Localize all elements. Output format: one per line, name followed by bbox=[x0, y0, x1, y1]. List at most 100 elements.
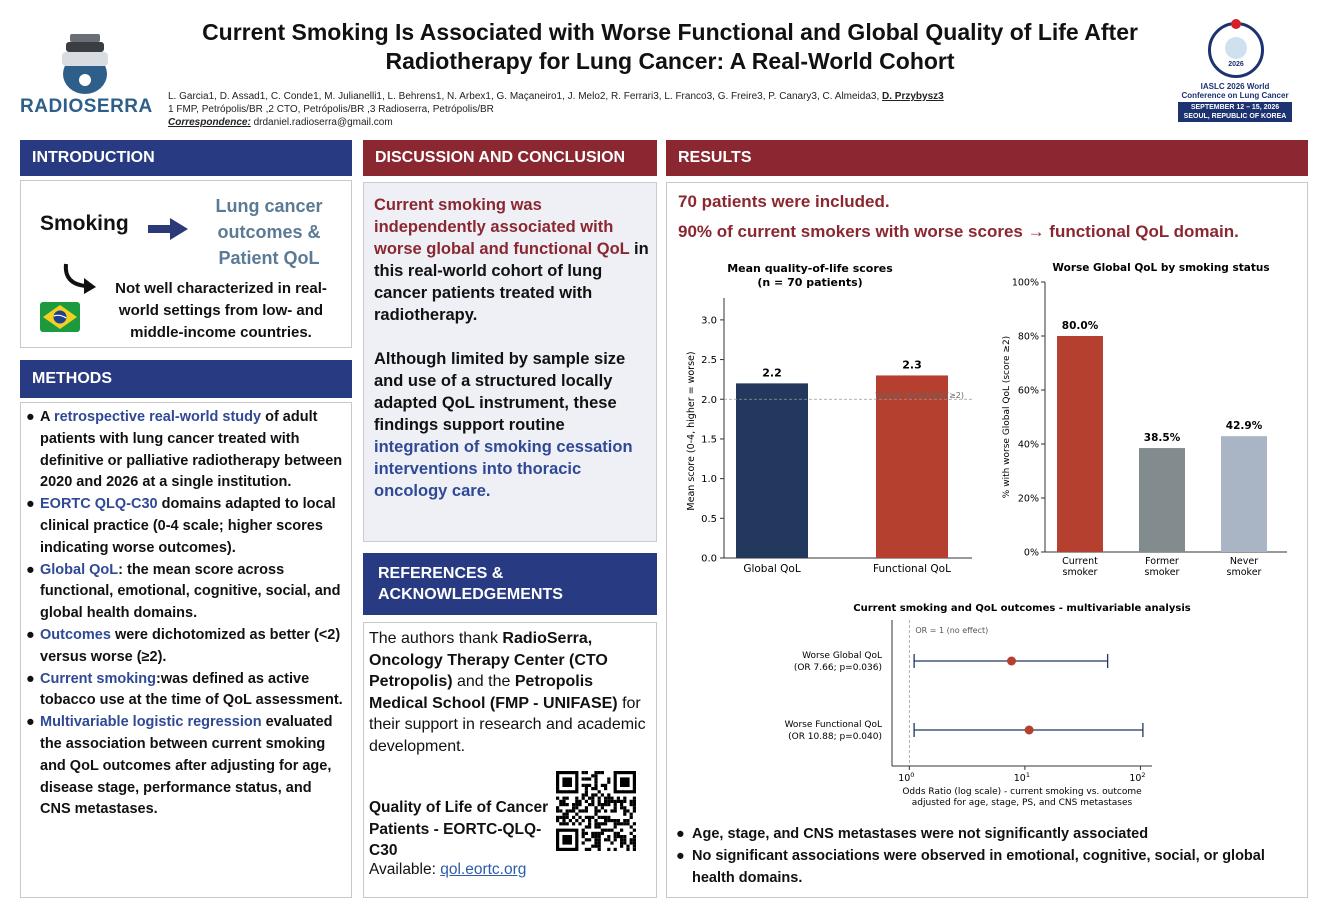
result-bullet-text: Age, stage, and CNS metastases were not … bbox=[692, 826, 1149, 842]
x-tick-label: 102 bbox=[1129, 771, 1145, 784]
row-label-stat: (OR 7.66; p=0.036) bbox=[794, 663, 882, 673]
intro-heading: INTRODUCTION bbox=[20, 140, 352, 176]
item-post: evaluated the association between curren… bbox=[40, 714, 333, 818]
x-tick-label: smoker bbox=[1227, 567, 1262, 578]
intro-smoking: Smoking bbox=[40, 212, 129, 235]
item-post: of adult patients with lung cancer treat… bbox=[40, 409, 343, 491]
conference-date: SEPTEMBER 12 – 15, 2026 SEOUL, REPUBLIC … bbox=[1178, 102, 1292, 122]
refs-box bbox=[363, 622, 657, 898]
chart-forest-plot: Current smoking and QoL outcomes - multi… bbox=[785, 603, 1191, 808]
item-post: :was defined as active tobacco use at th… bbox=[40, 670, 343, 709]
conference-name-2: Conference on Lung Cancer bbox=[1181, 91, 1289, 100]
list-item: ● Age, stage, and CNS metastases were not… bbox=[676, 826, 1149, 842]
y-tick-label: 2.5 bbox=[701, 355, 717, 366]
x-tick-label: Former bbox=[1145, 556, 1179, 567]
y-tick-label: 100% bbox=[1012, 278, 1039, 289]
title-line-2: Radiotherapy for Lung Cancer: A Real-Wor… bbox=[385, 48, 955, 74]
discussion-p2-text: Although limited by sample size and use … bbox=[374, 350, 626, 434]
row-label: Worse Global QoL bbox=[802, 651, 882, 661]
y-tick-label: 80% bbox=[1018, 332, 1039, 343]
qol-title: Quality of Life of Cancer Patients - EOR… bbox=[369, 799, 549, 859]
bar-value-label: 38.5% bbox=[1144, 432, 1181, 444]
title-line-1: Current Smoking Is Associated with Worse… bbox=[202, 19, 1138, 45]
methods-heading: METHODS bbox=[20, 360, 352, 398]
row-label-stat: (OR 10.88; p=0.040) bbox=[788, 732, 882, 742]
methods-box bbox=[20, 402, 352, 898]
y-tick-label: 1.0 bbox=[701, 474, 717, 485]
bar bbox=[736, 383, 808, 558]
qr-code-icon[interactable] bbox=[556, 771, 636, 851]
bar-value-label: 80.0% bbox=[1062, 320, 1099, 332]
reference-label: OR = 1 (no effect) bbox=[915, 626, 988, 635]
discussion-p1: Current smoking was independently associ… bbox=[374, 194, 650, 326]
item-pre: A bbox=[40, 409, 54, 425]
threshold-label: 'worse' threshold (≥2) bbox=[875, 391, 964, 400]
list-item: ● Global QoL: the mean score across funct… bbox=[26, 561, 341, 622]
y-tick-label: 2.0 bbox=[701, 395, 717, 406]
intro-outcomes-1: Lung cancer bbox=[215, 196, 323, 216]
result-bullet-text: No significant associations were observe… bbox=[692, 848, 1265, 886]
discussion-p1-rest: in this real-world cohort of lung cancer… bbox=[374, 240, 649, 324]
list-item: ● A retrospective real-world study of adu… bbox=[26, 409, 343, 491]
bar-value-label: 42.9% bbox=[1226, 420, 1263, 432]
conference-name: IASLC 2026 World Conference on Lung Canc… bbox=[1172, 82, 1298, 100]
item-highlight: Current smoking bbox=[40, 670, 157, 687]
list-item: ● Current smoking:was defined as active t… bbox=[26, 670, 343, 709]
odds-ratio-point bbox=[1007, 656, 1017, 666]
bar bbox=[1057, 336, 1103, 552]
conference-ring-icon: 2026 bbox=[1208, 19, 1264, 78]
conference-logo: 2026 IASLC 2026 World Conference on Lung… bbox=[1172, 19, 1298, 122]
author-last: D. Przybysz3 bbox=[882, 91, 944, 102]
refs-bold-1: RadioSerra, Oncology Therapy Center (CTO… bbox=[369, 630, 608, 690]
y-tick-label: 20% bbox=[1018, 494, 1039, 505]
intro-notwell: Not well characterized in real-world set… bbox=[115, 280, 327, 341]
intro-outcomes: Lung cancer outcomes & Patient QoL bbox=[196, 193, 342, 271]
conference-year: 2026 bbox=[1228, 61, 1244, 68]
refs-bold-2: Petropolis Medical School (FMP - UNIFASE… bbox=[369, 673, 618, 712]
item-post: were dichotomized as better (<2) versus … bbox=[40, 626, 341, 665]
conference-date-2: SEOUL, REPUBLIC OF KOREA bbox=[1183, 113, 1287, 120]
chart-title: Mean quality-of-life scores bbox=[727, 262, 893, 275]
conference-name-1: IASLC 2026 World bbox=[1200, 82, 1270, 91]
refs-text-3: for their support in research and academ… bbox=[369, 694, 646, 755]
item-highlight: EORTC QLQ-C30 bbox=[40, 496, 158, 513]
x-tick-label: 100 bbox=[898, 771, 914, 784]
authors-text: L. Garcia1, D. Assad1, C. Conde1, M. Jul… bbox=[168, 91, 883, 102]
right-arrow-icon bbox=[148, 218, 188, 245]
curved-arrow-icon bbox=[60, 262, 96, 299]
x-axis-label: adjusted for age, stage, PS, and CNS met… bbox=[912, 798, 1133, 808]
results-smokers: 90% of current smokers with worse scores… bbox=[678, 222, 1239, 241]
refs-heading: REFERENCES & ACKNOWLEDGEMENTS bbox=[363, 553, 657, 615]
bar-value-label: 2.2 bbox=[762, 366, 782, 379]
bar bbox=[1139, 448, 1185, 552]
correspondence: Correspondence: drdaniel.radioserra@gmai… bbox=[168, 116, 944, 129]
correspondence-label: Correspondence: bbox=[168, 117, 251, 128]
radioserra-logo bbox=[22, 30, 152, 120]
chart-title: Worse Global QoL by smoking status bbox=[1052, 262, 1269, 274]
x-tick-label: Global QoL bbox=[743, 563, 801, 575]
bar bbox=[876, 375, 948, 558]
x-tick-label: smoker bbox=[1145, 567, 1180, 578]
avail-label: Available: bbox=[369, 861, 441, 878]
bar-value-label: 2.3 bbox=[902, 358, 922, 371]
discussion-p2: Although limited by sample size and use … bbox=[374, 348, 650, 502]
discussion-heading: DISCUSSION AND CONCLUSION bbox=[363, 140, 657, 176]
author-block: L. Garcia1, D. Assad1, C. Conde1, M. Jul… bbox=[168, 90, 944, 129]
x-axis-label: Odds Ratio (log scale) - current smoking… bbox=[902, 787, 1142, 797]
x-tick-label: Current bbox=[1062, 556, 1098, 567]
item-post: domains adapted to local clinical practi… bbox=[40, 496, 336, 556]
y-tick-label: 40% bbox=[1018, 440, 1039, 451]
item-highlight: Multivariable logistic regression bbox=[40, 714, 262, 731]
methods-list: ● A retrospective real-world study of adu… bbox=[26, 407, 346, 821]
qol-link[interactable]: qol.eortc.org bbox=[440, 861, 527, 878]
logo-text: RADIOSERRA bbox=[20, 96, 153, 117]
y-axis-label: % with worse Global QoL (score ≥2) bbox=[1002, 336, 1012, 498]
y-tick-label: 60% bbox=[1018, 386, 1039, 397]
y-tick-label: 0.0 bbox=[701, 554, 717, 565]
odds-ratio-point bbox=[1024, 725, 1034, 735]
qol-available: Available: qol.eortc.org bbox=[369, 861, 526, 879]
chart-mean-qol: Mean quality-of-life scores(n = 70 patie… bbox=[686, 262, 972, 575]
row-label: Worse Functional QoL bbox=[785, 720, 882, 730]
x-tick-label: Never bbox=[1230, 556, 1258, 567]
correspondence-email: drdaniel.radioserra@gmail.com bbox=[250, 117, 393, 128]
